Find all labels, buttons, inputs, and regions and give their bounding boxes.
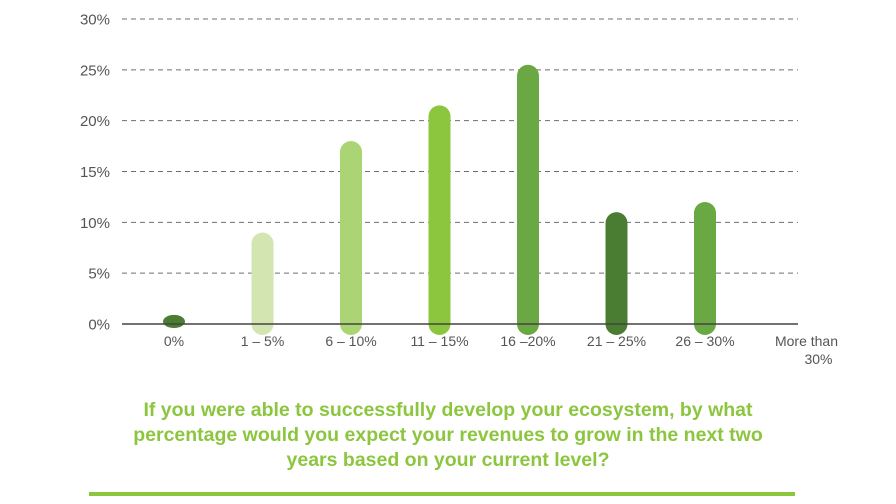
- gridlines: [122, 18, 798, 274]
- bar: [517, 64, 539, 335]
- y-tick-label: 30%: [80, 12, 110, 29]
- bar-chart: 0% 5% 10% 15% 20% 25% 30% 0% 1 – 5% 6 – 10% 11 – …: [80, 12, 838, 368]
- y-tick-label: 15%: [80, 164, 110, 181]
- x-tick-label: 0%: [164, 333, 184, 349]
- bar: [605, 212, 628, 335]
- y-tick-label: 10%: [80, 215, 110, 232]
- bar: [694, 202, 716, 335]
- x-tick-label: 6 – 10%: [325, 333, 376, 349]
- x-tick-label: More than 30%: [775, 333, 838, 367]
- x-tick-label: 26 – 30%: [675, 333, 734, 349]
- x-axis-tick-labels: 0% 1 – 5% 6 – 10% 11 – 15% 16 –20% 21 – 25% 26…: [164, 333, 838, 367]
- x-tick-label: 11 – 15%: [410, 333, 468, 349]
- x-tick-label: 16 –20%: [500, 333, 555, 349]
- y-axis-tick-labels: 0% 5% 10% 15% 20% 25% 30%: [80, 12, 110, 334]
- y-tick-label: 5%: [88, 266, 110, 283]
- x-tick-label: 21 – 25%: [587, 333, 646, 349]
- survey-question-line-3: years based on your current level?: [286, 449, 610, 471]
- bar: [340, 141, 362, 335]
- bar: [251, 232, 274, 335]
- bar: [428, 105, 451, 336]
- y-tick-label: 25%: [80, 62, 110, 79]
- survey-question-line-1: If you were able to successfully develop…: [143, 399, 753, 421]
- survey-question: If you were able to successfully develop…: [60, 398, 836, 473]
- bars: [163, 64, 716, 336]
- survey-question-line-2: percentage would you expect your revenue…: [133, 424, 763, 446]
- bottom-divider: [89, 492, 795, 496]
- bar: [163, 314, 185, 328]
- y-tick-label: 20%: [80, 113, 110, 130]
- y-tick-label: 0%: [88, 317, 110, 334]
- x-tick-label: 1 – 5%: [241, 333, 285, 349]
